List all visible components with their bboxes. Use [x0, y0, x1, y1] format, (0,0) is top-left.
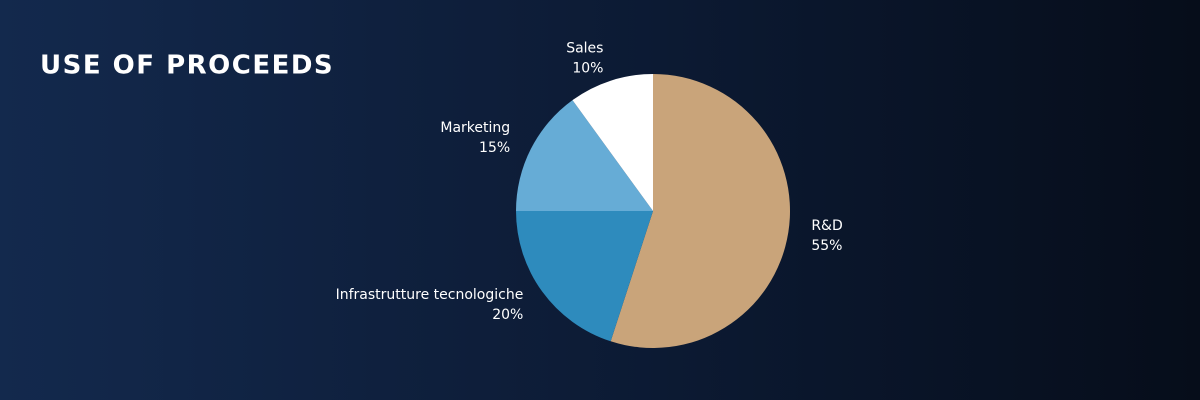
slice-value-label: 15% [479, 140, 510, 156]
pie-slice [516, 100, 653, 211]
slice-value-label: 10% [572, 61, 603, 77]
pie-slice [516, 211, 653, 342]
chart-title: USE OF PROCEEDS [40, 51, 334, 81]
slice-value-label: 20% [492, 307, 523, 323]
slice-label: Sales [566, 41, 603, 57]
slice-label: Marketing [440, 120, 510, 136]
slice-label: R&D [811, 218, 842, 234]
pie-slice [572, 74, 653, 211]
pie-slice [610, 74, 791, 349]
slice-value-label: 55% [811, 238, 842, 254]
slice-label: Infrastrutture tecnologiche [336, 287, 524, 303]
